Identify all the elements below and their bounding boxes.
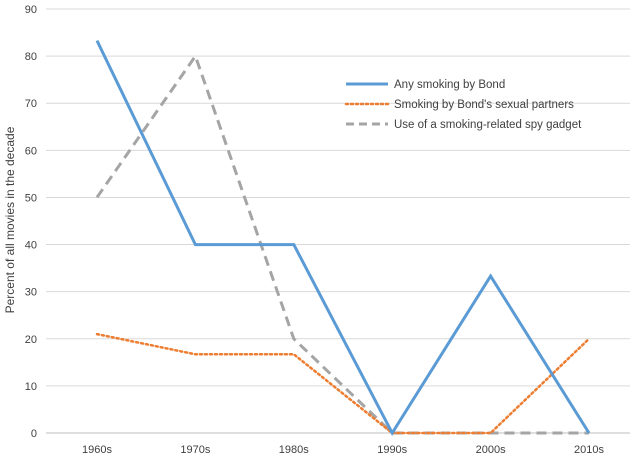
y-tick-label: 90 <box>25 4 37 16</box>
y-tick-label: 70 <box>25 98 37 110</box>
series-line-0 <box>95 39 591 437</box>
y-axis-title: Percent of all movies in the decade <box>3 126 17 313</box>
x-tick-label: 1960s <box>82 444 112 456</box>
legend-label: Any smoking by Bond <box>394 79 505 91</box>
y-tick-label: 20 <box>25 334 37 346</box>
legend-label: Use of a smoking-related spy gadget <box>394 119 582 131</box>
axes: 0 10 20 30 40 50 60 70 80 90 1960s 1970s 1980s 1990s 2… <box>25 4 630 456</box>
legend: Any smoking by Bond Smoking by Bond's sex… <box>344 79 582 131</box>
y-tick-label: 40 <box>25 240 37 252</box>
y-tick-label: 10 <box>25 381 37 393</box>
y-tick-label: 60 <box>25 145 37 157</box>
y-tick-label: 0 <box>31 428 37 440</box>
x-tick-label: 1990s <box>377 444 407 456</box>
y-tick-label: 30 <box>25 287 37 299</box>
series-line-1 <box>95 332 591 435</box>
gridlines <box>46 8 630 387</box>
series-lines <box>95 39 591 437</box>
x-tick-label: 1980s <box>279 444 309 456</box>
x-tick-label: 2010s <box>574 444 604 456</box>
x-tick-label: 1970s <box>180 444 210 456</box>
y-tick-label: 50 <box>25 192 37 204</box>
series-line-2 <box>95 52 589 435</box>
legend-label: Smoking by Bond's sexual partners <box>394 99 574 111</box>
x-tick-label: 2000s <box>476 444 506 456</box>
y-tick-label: 80 <box>25 51 37 63</box>
